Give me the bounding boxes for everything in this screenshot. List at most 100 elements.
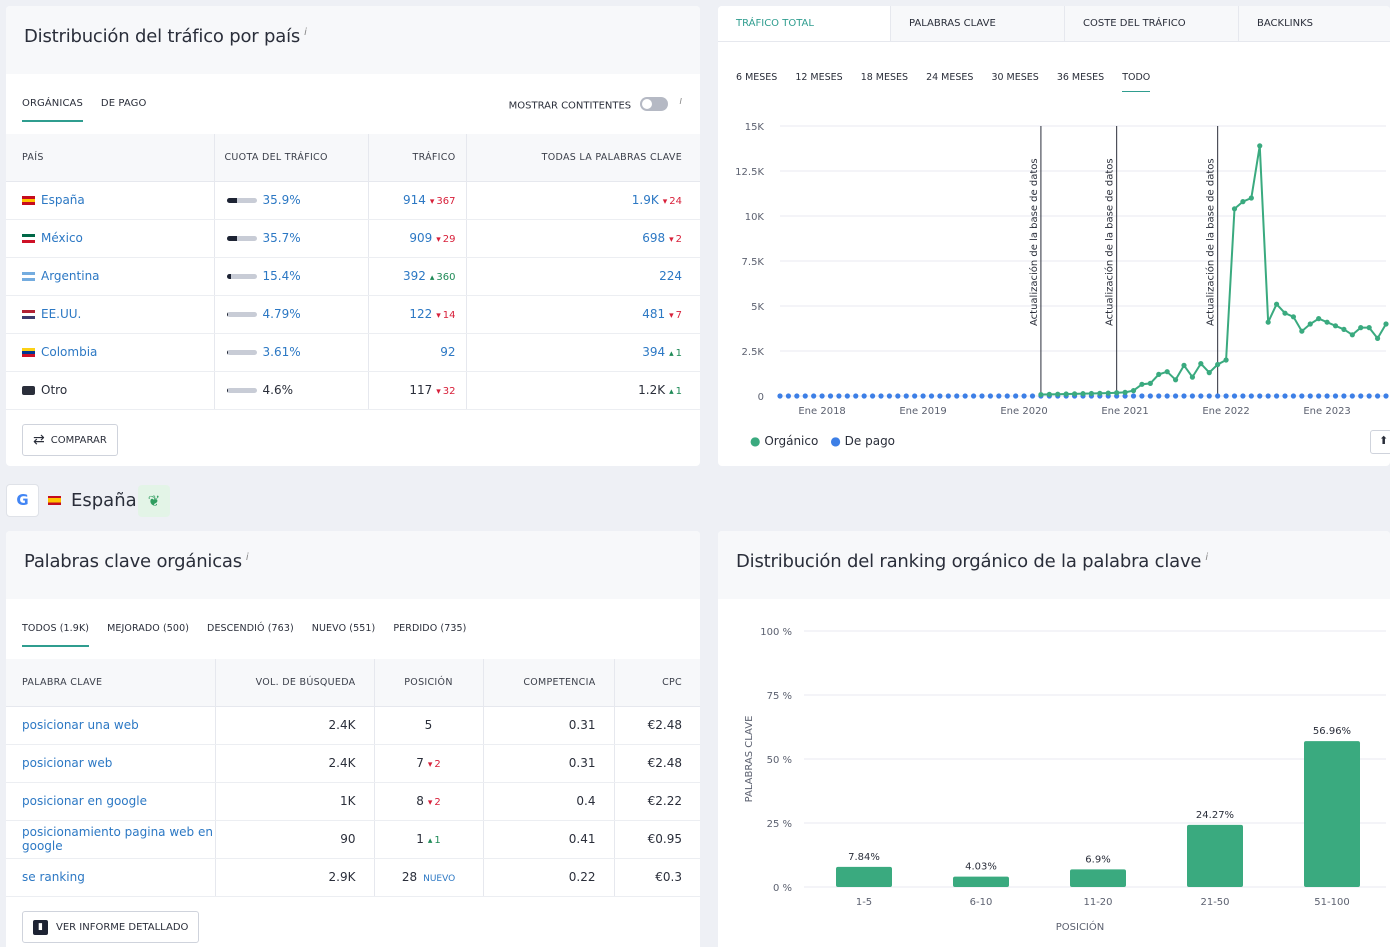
compare-button[interactable]: ⇄ COMPARAR — [22, 424, 118, 456]
table-row[interactable]: España 35.9% 914367 1.9K24 — [6, 181, 700, 220]
paid-point[interactable] — [903, 393, 909, 399]
table-row[interactable]: EE.UU. 4.79% 12214 4817 — [6, 295, 700, 334]
continents-toggle[interactable] — [640, 97, 669, 112]
traffic-value[interactable]: 392 — [402, 269, 426, 283]
paid-point[interactable] — [1366, 393, 1372, 399]
organic-point[interactable] — [1122, 389, 1128, 395]
organic-point[interactable] — [1088, 390, 1095, 397]
range-tab[interactable]: 30 MESES — [991, 72, 1039, 83]
keyword-filter-tab[interactable]: MEJORADO (500) — [107, 623, 190, 634]
tab-keywords[interactable]: PALABRAS CLAVE — [890, 6, 1064, 41]
paid-point[interactable] — [819, 393, 825, 399]
paid-point[interactable] — [1282, 393, 1288, 399]
organic-point[interactable] — [1130, 388, 1137, 394]
bar[interactable] — [1304, 741, 1360, 887]
paid-point[interactable] — [869, 393, 876, 399]
paid-point[interactable] — [1248, 393, 1254, 399]
organic-point[interactable] — [1324, 319, 1330, 325]
paid-point[interactable] — [1257, 393, 1263, 399]
export-icon[interactable]: ⬆ — [1370, 430, 1390, 454]
organic-point[interactable] — [1299, 328, 1305, 334]
col-share[interactable]: CUOTA DEL TRÁFICO — [213, 134, 368, 182]
organic-point[interactable] — [1349, 332, 1355, 338]
col-traffic[interactable]: TRÁFICO — [367, 134, 466, 182]
traffic-value[interactable]: 914 — [402, 193, 426, 207]
paid-point[interactable] — [987, 393, 994, 399]
paid-point[interactable] — [1316, 393, 1322, 399]
table-row[interactable]: posicionar web 2.4K 72 0.31€2.48 — [6, 744, 700, 783]
organic-point[interactable] — [1097, 390, 1103, 396]
info-icon[interactable]: i — [304, 27, 307, 38]
paid-point[interactable] — [1349, 393, 1355, 399]
organic-point[interactable] — [1231, 206, 1238, 212]
paid-point[interactable] — [962, 393, 968, 399]
organic-point[interactable] — [1198, 361, 1204, 367]
paid-point[interactable] — [861, 393, 867, 399]
keyword-filter-tab[interactable]: NUEVO (551) — [311, 623, 376, 634]
paid-point[interactable] — [1122, 393, 1128, 399]
organic-point[interactable] — [1206, 370, 1212, 376]
paid-point[interactable] — [836, 393, 842, 399]
paid-point[interactable] — [895, 393, 901, 399]
organic-point[interactable] — [1215, 361, 1221, 368]
organic-point[interactable] — [1164, 369, 1170, 375]
paid-point[interactable] — [1021, 393, 1027, 399]
paid-point[interactable] — [1240, 393, 1246, 399]
paid-point[interactable] — [1139, 393, 1145, 399]
keywords-value[interactable]: 698 — [642, 231, 666, 245]
paid-point[interactable] — [1004, 393, 1010, 399]
info-icon[interactable]: i — [679, 96, 682, 106]
paid-point[interactable] — [1307, 393, 1313, 399]
col-volume[interactable]: VOL. DE BÚSQUEDA — [214, 659, 374, 707]
organic-point[interactable] — [1080, 391, 1086, 397]
organic-point[interactable] — [1358, 325, 1364, 331]
info-icon[interactable]: i — [245, 552, 249, 563]
organic-point[interactable] — [1071, 391, 1078, 397]
table-row[interactable]: posicionar en google 1K 82 0.4€2.22 — [6, 782, 700, 821]
paid-point[interactable] — [1215, 393, 1221, 399]
paid-point[interactable] — [920, 393, 926, 399]
paid-point[interactable] — [1130, 393, 1137, 399]
organic-point[interactable] — [1105, 390, 1111, 396]
col-cpc[interactable]: CPC — [613, 659, 700, 707]
table-row[interactable]: se ranking 2.9K 28 NUEVO 0.22 €0.3 — [6, 858, 700, 897]
paid-point[interactable] — [878, 393, 884, 399]
country-name[interactable]: México — [41, 231, 83, 245]
tab-organic[interactable]: ORGÁNICAS — [22, 98, 83, 122]
paid-point[interactable] — [827, 393, 834, 399]
table-row[interactable]: posicionar una web 2.4K 5 0.31 €2.48 — [6, 706, 700, 745]
paid-point[interactable] — [1341, 393, 1347, 399]
paid-point[interactable] — [1206, 393, 1212, 399]
paid-point[interactable] — [996, 393, 1002, 399]
organic-point[interactable] — [1332, 323, 1339, 329]
country-name[interactable]: Argentina — [41, 269, 100, 283]
paid-point[interactable] — [1172, 393, 1179, 399]
paid-point[interactable] — [1273, 393, 1280, 399]
organic-point[interactable] — [1139, 381, 1145, 387]
organic-point[interactable] — [1273, 301, 1280, 307]
paid-point[interactable] — [945, 393, 951, 399]
table-row[interactable]: Otro 4.6% 11732 1.2K1 — [6, 371, 700, 410]
paid-point[interactable] — [979, 393, 985, 399]
paid-point[interactable] — [794, 393, 800, 399]
paid-point[interactable] — [1156, 393, 1162, 399]
tab-traffic-cost[interactable]: COSTE DEL TRÁFICO — [1064, 6, 1238, 41]
keyword-link[interactable]: posicionar una web — [22, 718, 139, 732]
organic-point[interactable] — [1383, 321, 1389, 327]
organic-point[interactable] — [1055, 391, 1061, 397]
paid-point[interactable] — [1189, 393, 1196, 399]
paid-point[interactable] — [1198, 393, 1204, 399]
range-tab[interactable]: 18 MESES — [860, 72, 909, 83]
paid-point[interactable] — [1383, 393, 1389, 399]
range-tab[interactable]: 24 MESES — [926, 72, 974, 83]
keyword-filter-tab[interactable]: DESCENDIÓ (763) — [207, 623, 294, 634]
table-row[interactable]: Argentina 15.4% 392360 224 — [6, 257, 700, 296]
paid-point[interactable] — [777, 393, 783, 399]
range-tab[interactable]: TODO — [1122, 72, 1151, 92]
paid-point[interactable] — [1332, 393, 1339, 399]
leaf-icon[interactable]: ❦ — [138, 485, 170, 517]
organic-point[interactable] — [1307, 321, 1313, 327]
paid-point[interactable] — [844, 393, 850, 399]
traffic-value[interactable]: 92 — [440, 345, 456, 359]
